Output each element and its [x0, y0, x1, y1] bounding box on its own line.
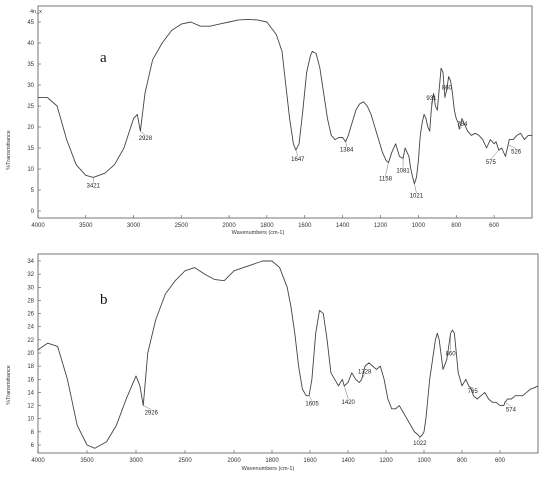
peak-label: 1021	[410, 194, 424, 200]
peak-leader-line	[504, 402, 512, 407]
y-tick-label: 25	[27, 104, 34, 110]
y-tick-label: 14	[27, 390, 34, 396]
y-tick-label: 15	[27, 146, 34, 152]
peak-leader-line	[459, 126, 463, 130]
y-tick-label: 10	[27, 417, 34, 423]
peak-leader-line	[361, 374, 365, 380]
x-tick-label: 1400	[336, 223, 350, 229]
x-tick-label: 4000	[31, 223, 45, 229]
y-tick-label: 35	[27, 62, 34, 68]
peak-label: 526	[511, 150, 522, 156]
peak-label: 1081	[396, 169, 410, 175]
x-tick-label: 1800	[265, 458, 279, 464]
x-tick-label: 600	[489, 223, 500, 229]
peak-label: 1605	[305, 402, 319, 408]
peak-leader-line	[295, 150, 299, 157]
peak-leader-line	[414, 183, 417, 193]
y-tick-label: 45	[27, 20, 34, 26]
peak-label: 860	[442, 86, 453, 92]
y-tick-label: 24	[27, 325, 34, 331]
spectrum-panel-b: 6 8 10 12 14 16 18 20 22 24 26 28 30 32 34 4000 3500 3000…	[6, 253, 539, 472]
x-axis-label: Wavenumbers (cm-1)	[232, 230, 285, 236]
peak-leader-line	[343, 385, 349, 399]
x-tick-label: 1600	[298, 223, 312, 229]
peak-label: 860	[446, 351, 457, 357]
x-tick-label: 3000	[129, 458, 143, 464]
x-tick-label: 2000	[227, 458, 241, 464]
y-tick-label: 8	[31, 430, 35, 436]
x-tick-label: 1000	[417, 458, 431, 464]
x-tick-label: 3500	[79, 223, 93, 229]
x-tick-label: 3500	[80, 458, 94, 464]
x-axis-label: Wavenumbers (cm-1)	[242, 466, 295, 472]
y-tick-label: 30	[27, 285, 34, 291]
peak-label: 3421	[87, 183, 101, 189]
peak-label: 931	[426, 96, 437, 102]
y-tick-label: 0	[31, 209, 35, 215]
x-tick-label: 1200	[374, 223, 388, 229]
y-tick-label: 34	[27, 259, 34, 265]
x-tick-label: 1000	[412, 223, 426, 229]
y-tick-label: 40	[27, 41, 34, 47]
peak-label: 1158	[379, 177, 393, 183]
x-tick-label: 4000	[31, 458, 45, 464]
peak-label: 575	[486, 160, 497, 166]
x-tick-label: 1400	[341, 458, 355, 464]
peak-leader-line	[490, 149, 500, 160]
plot-frame	[37, 253, 539, 454]
peak-label: 2926	[145, 411, 159, 417]
peak-leader-line	[444, 90, 448, 98]
peak-label: 2928	[139, 136, 153, 142]
peak-leader-line	[143, 405, 152, 410]
peak-leader-line	[508, 144, 517, 149]
peak-label: 574	[506, 407, 517, 413]
peak-leader-line	[385, 162, 389, 176]
y-axis-label: %Transmittance	[6, 365, 12, 405]
peak-label: 765	[468, 389, 479, 395]
y-tick-label: 6	[31, 443, 35, 449]
x-tick-label: 600	[495, 458, 506, 464]
x-tick-label: 2000	[222, 223, 236, 229]
y-tick-label: 32	[27, 272, 34, 278]
y-tick-label: 10	[27, 167, 34, 173]
x-tick-label: 800	[451, 223, 462, 229]
peak-leader-line	[140, 131, 146, 136]
peak-label: 1022	[413, 441, 427, 447]
y-tick-label: 18	[27, 364, 34, 370]
x-tick-label: 1600	[303, 458, 317, 464]
y-tick-label: 26	[27, 312, 34, 318]
panel-label: b	[100, 292, 108, 308]
peak-label: 1647	[291, 157, 305, 163]
y-tick-label: 22	[27, 338, 34, 344]
peak-label: 1420	[342, 400, 356, 406]
spectrum-line	[38, 19, 532, 185]
peak-leader-line	[345, 141, 347, 147]
x-tick-label: 1800	[260, 223, 274, 229]
y-tick-label: 30	[27, 83, 34, 89]
panel-label: a	[100, 50, 107, 66]
x-tick-label: 3000	[127, 223, 141, 229]
y-axis-label: %Transmittance	[6, 130, 12, 170]
peak-label: 784	[457, 122, 468, 128]
x-tick-label: 2500	[178, 458, 192, 464]
peak-label: 1384	[340, 148, 354, 154]
y-tick-label: 20	[27, 125, 34, 131]
peak-leader-line	[468, 385, 473, 389]
x-tick-label: 800	[457, 458, 468, 464]
corner-label: 4n_x	[30, 9, 42, 15]
peak-label: 1328	[358, 369, 372, 375]
y-tick-label: 20	[27, 351, 34, 357]
y-tick-label: 5	[31, 188, 35, 194]
peak-leader-line	[308, 395, 313, 401]
y-tick-label: 12	[27, 404, 34, 410]
y-tick-label: 16	[27, 377, 34, 383]
spectrum-panel-a: 0 5 10 15 20 25 30 35 40 45 4000 3500 3000 2500 2000 18…	[6, 5, 533, 236]
plot-frame	[37, 5, 533, 219]
spectrum-line	[37, 260, 539, 449]
x-tick-label: 1200	[379, 458, 393, 464]
x-tick-label: 2500	[175, 223, 189, 229]
y-tick-label: 28	[27, 298, 34, 304]
